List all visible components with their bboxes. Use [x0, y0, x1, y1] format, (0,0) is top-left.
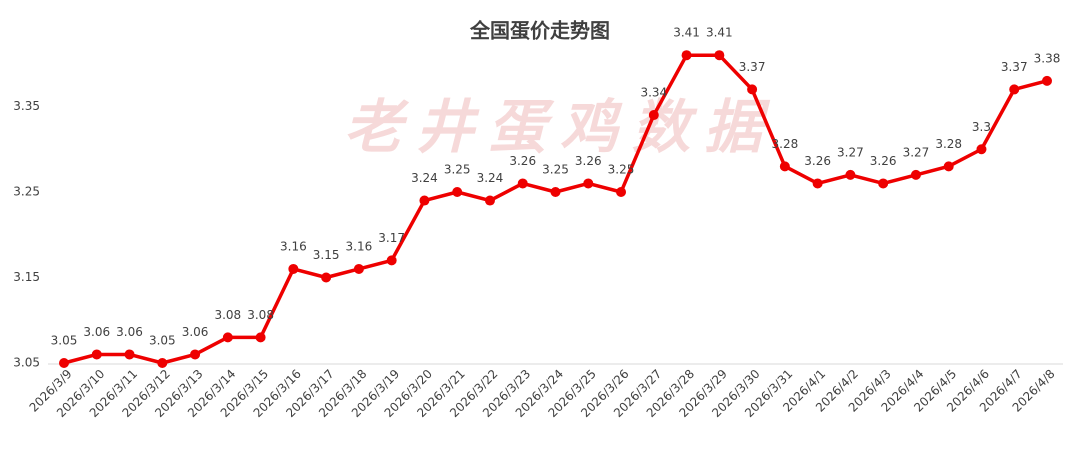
data-label: 3.26 — [870, 154, 897, 168]
data-label: 3.25 — [542, 163, 569, 177]
data-label: 3.16 — [346, 239, 373, 253]
point — [157, 358, 168, 368]
data-label: 3.41 — [673, 26, 700, 40]
point — [1042, 75, 1052, 86]
point — [943, 161, 954, 172]
data-label: 3.3 — [972, 120, 991, 134]
point — [747, 84, 758, 95]
data-label: 3.06 — [83, 325, 110, 339]
data-label: 3.26 — [509, 154, 536, 168]
data-label: 3.05 — [51, 334, 78, 348]
data-label: 3.27 — [837, 145, 864, 159]
point — [910, 169, 921, 180]
data-label: 3.24 — [411, 171, 438, 185]
y-tick-label: 3.15 — [13, 270, 40, 284]
data-label: 3.25 — [608, 163, 635, 177]
data-label: 3.37 — [739, 60, 766, 74]
data-label: 3.05 — [149, 334, 176, 348]
data-label: 3.28 — [772, 137, 799, 151]
data-label: 3.24 — [477, 171, 504, 185]
data-label: 3.08 — [214, 308, 241, 322]
data-label: 3.06 — [182, 325, 209, 339]
point — [616, 187, 627, 197]
data-label: 3.28 — [935, 137, 962, 151]
y-tick-label: 3.05 — [13, 356, 40, 370]
data-label: 3.16 — [280, 239, 307, 253]
data-label: 3.25 — [444, 163, 471, 177]
point — [878, 178, 889, 189]
y-tick-label: 3.25 — [13, 185, 40, 199]
point — [59, 358, 69, 368]
data-label: 3.41 — [706, 26, 733, 40]
chart-title: 全国蛋价走势图 — [469, 19, 610, 43]
data-label: 3.15 — [313, 248, 340, 262]
point — [288, 263, 299, 274]
data-label: 3.17 — [378, 231, 405, 245]
point — [353, 263, 364, 274]
point — [386, 255, 397, 266]
point — [976, 144, 987, 155]
point — [222, 332, 233, 343]
data-label: 3.34 — [640, 86, 667, 100]
point — [484, 195, 495, 206]
point — [583, 178, 594, 189]
point — [779, 161, 790, 172]
point — [681, 50, 692, 61]
point — [812, 178, 823, 189]
point — [91, 349, 102, 360]
point — [845, 169, 856, 180]
point — [124, 349, 135, 360]
point — [1009, 84, 1020, 95]
point — [255, 332, 266, 343]
data-label: 3.26 — [575, 154, 602, 168]
point — [190, 349, 201, 360]
data-label: 3.37 — [1001, 60, 1028, 74]
point — [452, 187, 463, 197]
point — [550, 187, 561, 197]
y-tick-label: 3.35 — [13, 99, 40, 113]
point — [648, 110, 659, 121]
point — [714, 50, 725, 61]
point — [321, 272, 332, 283]
data-label: 3.27 — [903, 145, 930, 159]
point — [517, 178, 528, 189]
data-label: 3.38 — [1034, 51, 1061, 65]
point — [419, 195, 430, 206]
data-label: 3.06 — [116, 325, 143, 339]
watermark: 老井蛋鸡数据 — [344, 93, 776, 161]
data-label: 3.08 — [247, 308, 274, 322]
data-label: 3.26 — [804, 154, 831, 168]
